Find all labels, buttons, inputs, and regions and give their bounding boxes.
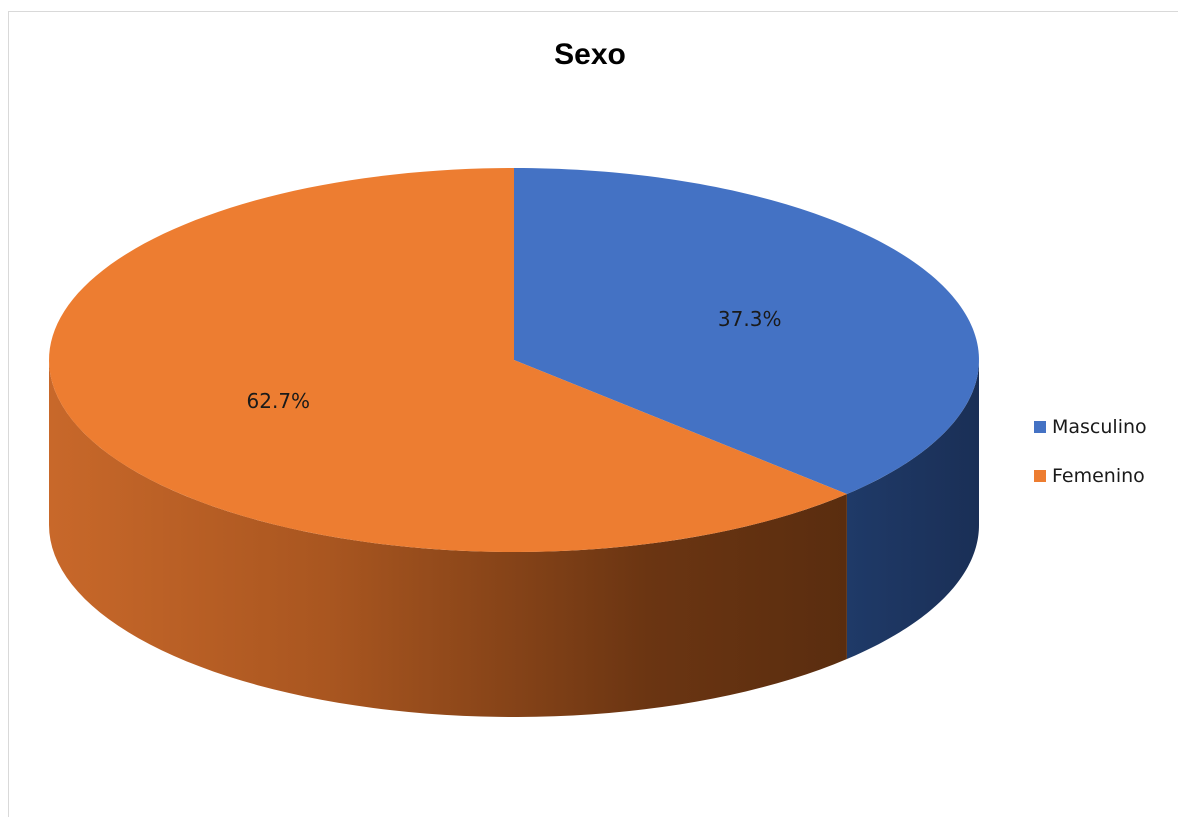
chart-title: Sexo [554,38,626,71]
legend: Masculino Femenino [1034,415,1147,513]
pie-slice-femenino [49,168,847,552]
legend-item-femenino: Femenino [1034,464,1147,488]
legend-label-masculino: Masculino [1052,416,1147,438]
legend-swatch-femenino [1034,470,1046,482]
data-label-masculino: 37.3% [718,307,782,331]
chart-frame [8,11,1178,817]
legend-item-masculino: Masculino [1034,415,1147,439]
legend-swatch-masculino [1034,421,1046,433]
legend-label-femenino: Femenino [1052,465,1145,487]
data-label-femenino: 62.7% [247,389,311,413]
pie-side-femenino [49,360,847,717]
pie-side-masculino [846,360,979,660]
pie-slice-masculino [514,168,979,495]
